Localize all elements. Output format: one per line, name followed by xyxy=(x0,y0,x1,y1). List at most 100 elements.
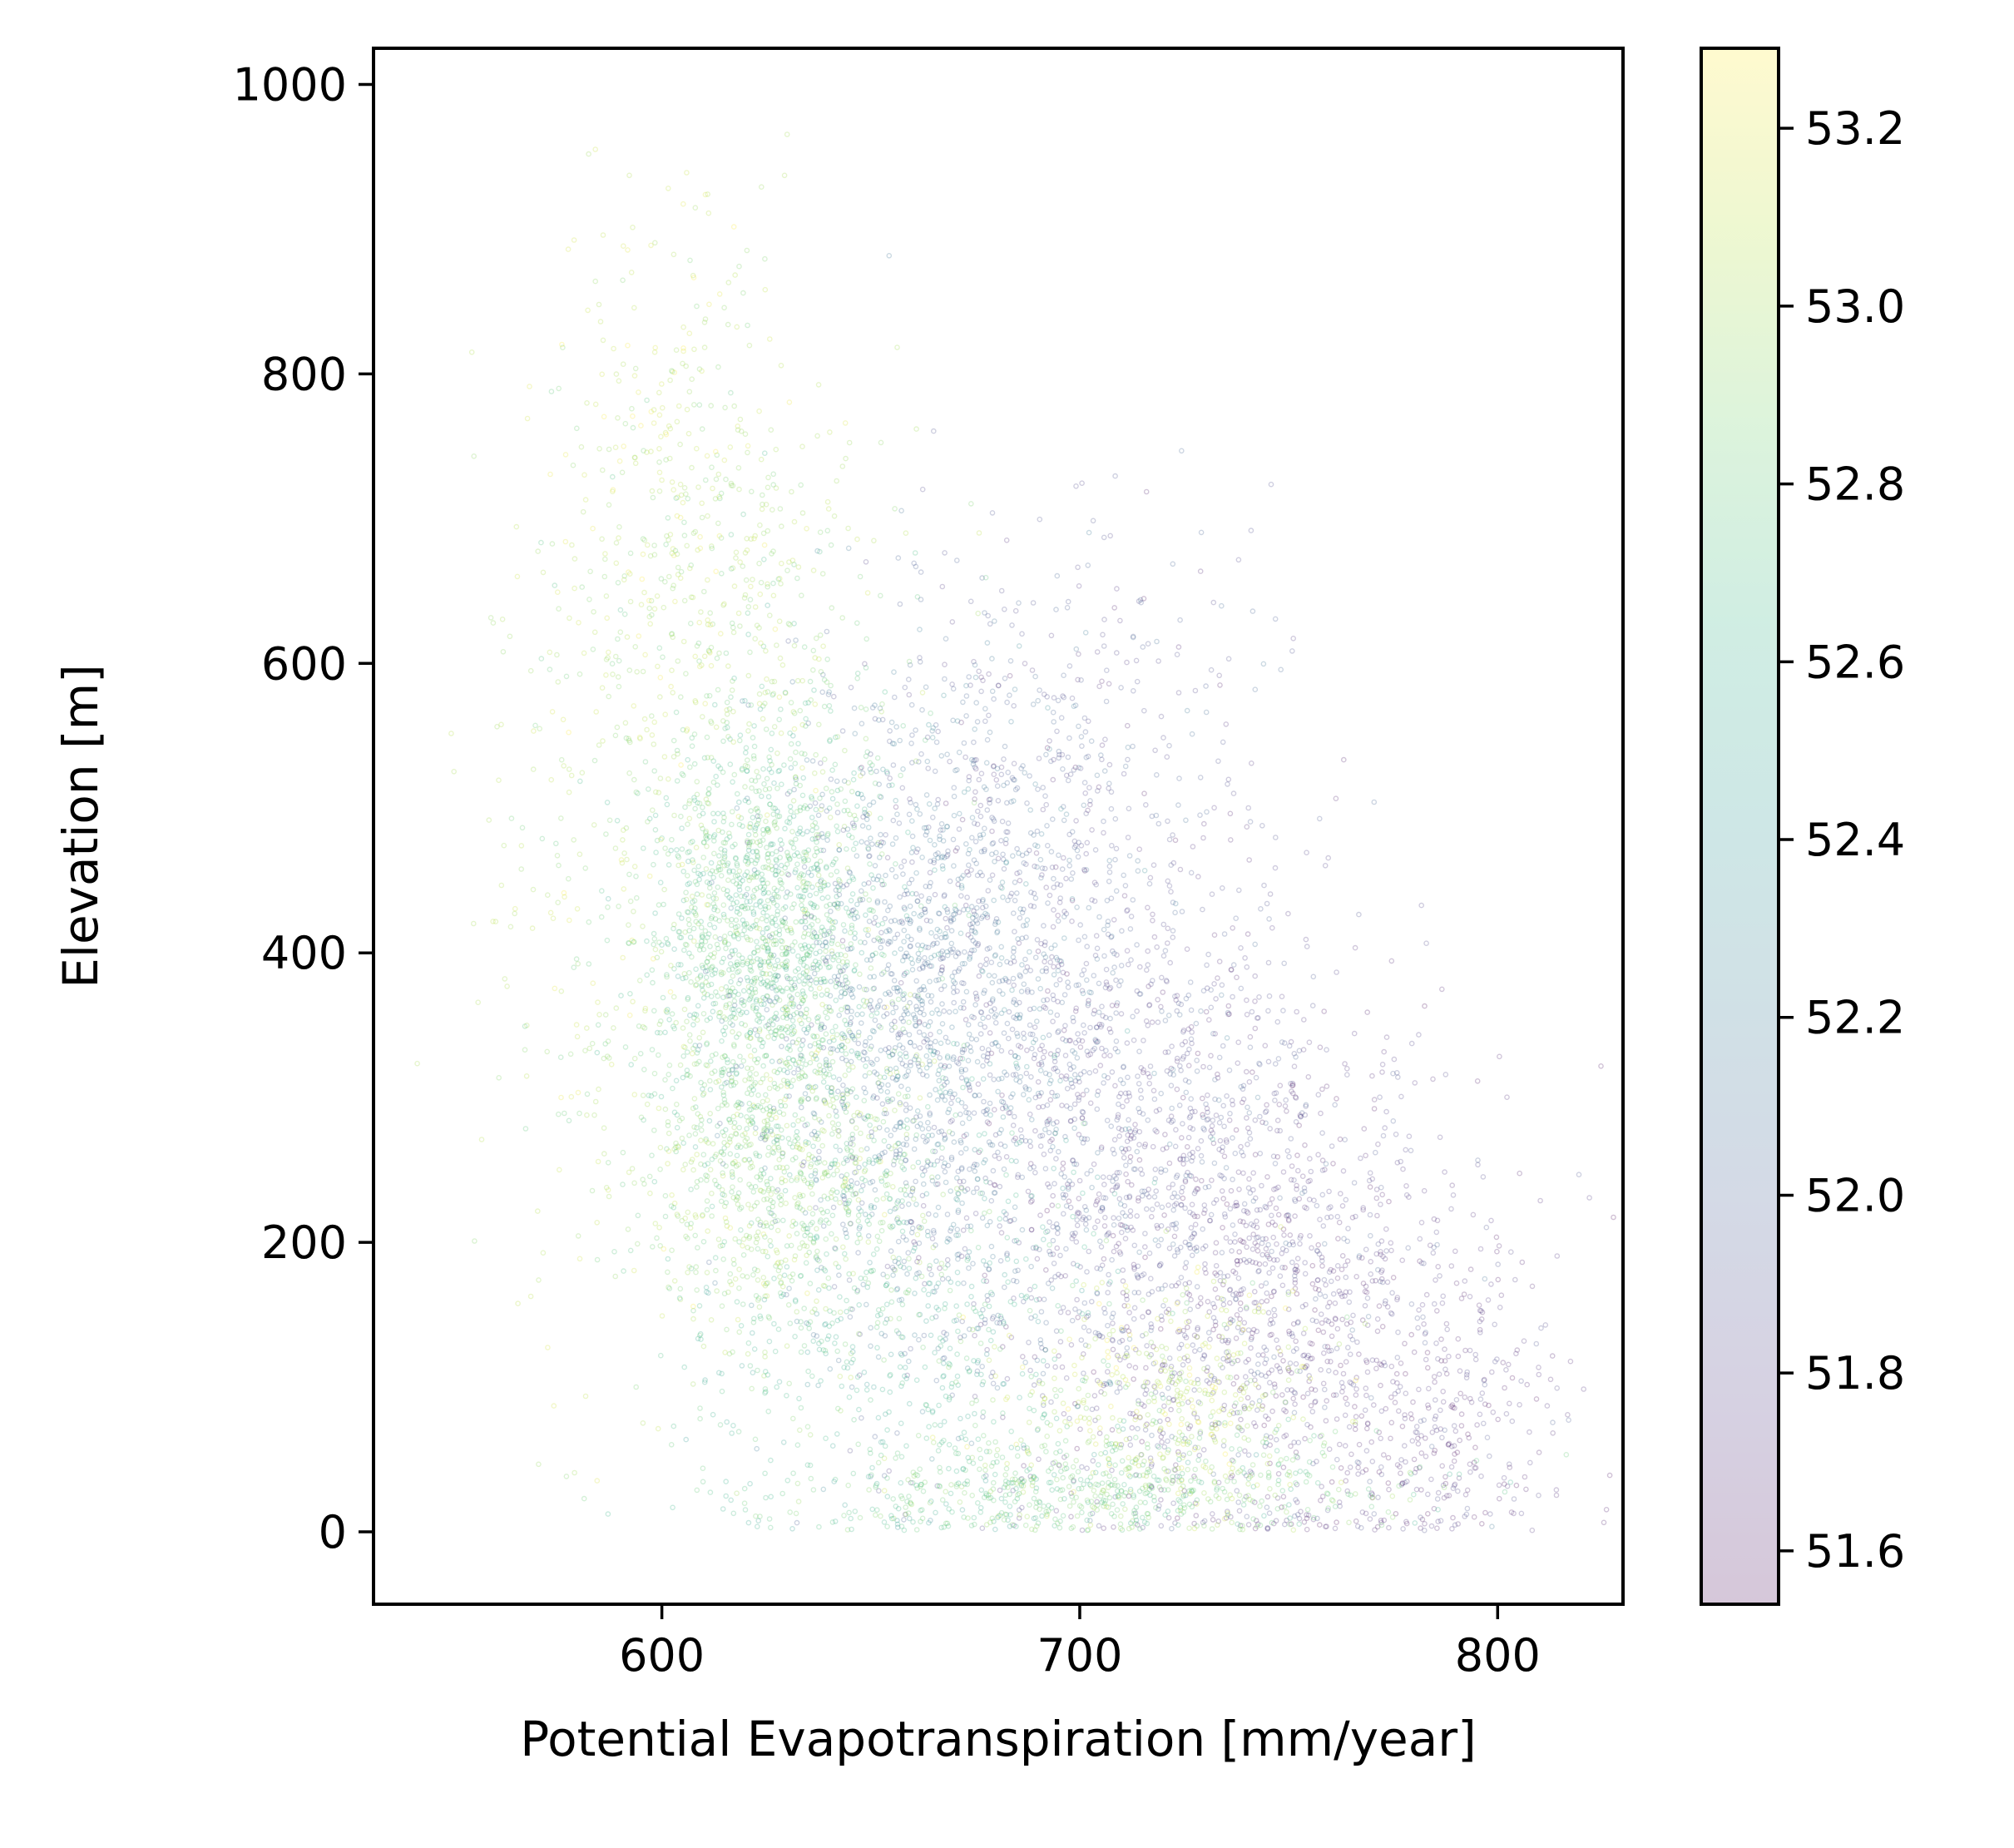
data-point xyxy=(998,944,1004,950)
data-point xyxy=(925,765,931,771)
data-point xyxy=(646,605,653,612)
data-point xyxy=(861,1097,868,1104)
data-point xyxy=(873,1196,880,1203)
data-point xyxy=(893,835,899,841)
data-point xyxy=(705,790,712,796)
data-point xyxy=(830,860,837,865)
data-point xyxy=(1081,934,1088,940)
data-point xyxy=(651,768,658,774)
data-point xyxy=(1295,1167,1301,1174)
data-point xyxy=(709,972,715,978)
data-point xyxy=(657,1144,664,1151)
data-point xyxy=(836,964,842,970)
data-point xyxy=(1081,802,1087,809)
data-point xyxy=(1134,1148,1141,1155)
data-point xyxy=(675,974,681,979)
data-point xyxy=(884,1089,891,1095)
data-point xyxy=(712,1280,718,1286)
data-point xyxy=(662,1213,669,1220)
data-point xyxy=(781,762,787,768)
data-point xyxy=(767,1237,774,1244)
data-point xyxy=(781,1272,788,1278)
data-point xyxy=(933,1377,940,1384)
data-point xyxy=(755,774,762,780)
data-point xyxy=(738,1011,744,1018)
data-point xyxy=(865,879,872,886)
data-point xyxy=(749,1246,755,1252)
data-point xyxy=(1032,673,1038,680)
data-point xyxy=(777,1274,783,1280)
data-point xyxy=(718,846,725,852)
data-point xyxy=(929,1010,935,1016)
data-point xyxy=(799,677,806,684)
data-point xyxy=(811,687,817,693)
data-point xyxy=(804,829,810,835)
data-point xyxy=(1010,853,1016,859)
data-point xyxy=(784,945,790,951)
data-point xyxy=(663,935,670,942)
data-point xyxy=(966,1265,972,1271)
data-point xyxy=(1100,632,1106,638)
data-point xyxy=(1225,656,1232,662)
data-point xyxy=(789,929,794,936)
data-point xyxy=(684,942,690,949)
data-point xyxy=(995,798,1002,804)
data-point xyxy=(1082,630,1089,636)
data-point xyxy=(730,708,736,715)
data-point xyxy=(846,832,852,839)
data-point xyxy=(723,476,729,483)
data-point xyxy=(802,911,809,917)
data-point xyxy=(909,818,915,825)
data-point xyxy=(745,1350,751,1357)
data-point xyxy=(971,1110,977,1116)
data-point xyxy=(1040,1034,1047,1041)
data-point xyxy=(1235,557,1242,563)
data-point xyxy=(887,728,893,734)
data-point xyxy=(936,1078,943,1084)
data-point xyxy=(730,966,735,973)
data-point xyxy=(809,1022,814,1028)
data-point xyxy=(834,829,841,835)
data-point xyxy=(800,934,807,940)
data-point xyxy=(699,932,705,939)
data-point xyxy=(906,811,913,818)
data-point xyxy=(809,1132,815,1137)
data-point xyxy=(698,1177,704,1183)
data-point xyxy=(613,540,620,546)
data-point xyxy=(834,952,841,958)
data-point xyxy=(683,491,689,498)
data-point xyxy=(1083,960,1090,967)
data-point xyxy=(762,255,768,262)
data-point xyxy=(730,973,736,979)
data-point xyxy=(841,1044,848,1051)
data-point xyxy=(674,1112,680,1118)
data-point xyxy=(905,1250,911,1256)
data-point xyxy=(738,893,745,899)
data-point xyxy=(833,856,839,862)
data-point xyxy=(909,960,916,967)
data-point xyxy=(684,170,690,176)
data-point xyxy=(715,1132,720,1139)
data-point xyxy=(765,855,770,861)
data-point xyxy=(852,930,858,936)
data-point xyxy=(1001,866,1007,872)
data-point xyxy=(736,821,743,828)
data-point xyxy=(836,1272,842,1278)
data-point xyxy=(920,1212,926,1219)
data-point xyxy=(809,758,816,764)
data-point xyxy=(716,650,722,656)
data-point xyxy=(859,823,866,829)
data-point xyxy=(750,1087,757,1093)
data-point xyxy=(918,569,924,575)
data-point xyxy=(757,904,764,909)
data-point xyxy=(630,998,636,1005)
data-point xyxy=(1225,781,1230,787)
data-point xyxy=(812,853,818,859)
data-point xyxy=(824,498,831,505)
data-point xyxy=(711,850,717,857)
data-point xyxy=(1141,790,1147,797)
data-point xyxy=(800,805,807,811)
data-point xyxy=(691,1096,698,1102)
data-point xyxy=(751,1048,758,1053)
data-point xyxy=(656,902,662,908)
